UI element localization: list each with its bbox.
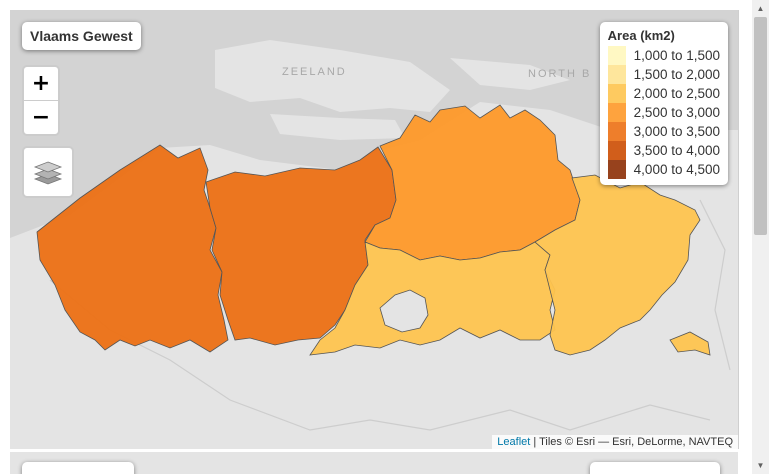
zoom-control: + − <box>22 65 60 136</box>
region-west-vlaanderen[interactable] <box>36 144 229 353</box>
legend-items: 1,000 to 1,500 1,500 to 2,000 2,000 to 2,5… <box>607 46 720 179</box>
legend-item: 3,000 to 3,500 <box>607 122 720 141</box>
legend-swatch <box>607 65 626 84</box>
zoom-out-button[interactable]: − <box>24 100 58 134</box>
legend-label: 3,500 to 4,000 <box>633 143 720 158</box>
next-map-preview <box>10 452 738 474</box>
zeeland-island-south <box>270 114 405 140</box>
legend-title: Area (km2) <box>607 28 675 43</box>
scroll-up-arrow[interactable]: ▲ <box>756 4 765 13</box>
basemap-label-zeeland: ZEELAND <box>282 66 347 78</box>
zeeland-island-north <box>450 58 570 90</box>
layers-icon <box>33 161 63 185</box>
legend-item: 2,000 to 2,500 <box>607 84 720 103</box>
attribution-text: | Tiles © Esri — Esri, DeLorme, NAVTEQ <box>530 436 733 448</box>
legend-label: 3,000 to 3,500 <box>633 124 720 139</box>
basemap-label-north: NORTH B <box>528 68 591 80</box>
legend-swatch <box>607 122 626 141</box>
brussels-enclave <box>379 289 429 333</box>
map-viewport[interactable]: ZEELAND NORTH B Vlaams Gewest + − Area (… <box>10 10 739 449</box>
page-scrollbar[interactable]: ▲ ▼ <box>752 0 769 474</box>
legend-label: 1,000 to 1,500 <box>633 48 720 63</box>
legend-swatch <box>607 103 626 122</box>
zeeland-island <box>215 40 450 112</box>
legend-item: 1,500 to 2,000 <box>607 65 720 84</box>
legend-item: 2,500 to 3,000 <box>607 103 720 122</box>
border-line <box>49 279 711 431</box>
legend-label: 1,500 to 2,000 <box>633 67 720 82</box>
legend-label: 4,000 to 4,500 <box>633 162 720 177</box>
attribution: Leaflet | Tiles © Esri — Esri, DeLorme, … <box>492 435 738 449</box>
legend-item: 4,000 to 4,500 <box>607 160 720 179</box>
region-limburg-voeren[interactable] <box>669 331 711 356</box>
region-limburg[interactable] <box>534 174 701 356</box>
legend-swatch <box>607 84 626 103</box>
zoom-in-button[interactable]: + <box>31 71 51 96</box>
legend-swatch <box>607 160 626 179</box>
basemap: ZEELAND NORTH B <box>10 10 738 431</box>
legend-swatch <box>607 46 626 65</box>
map-legend: Area (km2) 1,000 to 1,500 1,500 to 2,000 2… <box>599 22 728 185</box>
region-vlaams-brabant[interactable] <box>309 241 556 356</box>
legend-item: 1,000 to 1,500 <box>607 46 720 65</box>
legend-item: 3,500 to 4,000 <box>607 141 720 160</box>
legend-swatch <box>607 141 626 160</box>
scroll-thumb[interactable] <box>754 17 767 235</box>
border-line-east <box>699 199 731 371</box>
map-title: Vlaams Gewest <box>22 22 141 50</box>
scroll-down-arrow[interactable]: ▼ <box>756 461 765 470</box>
legend-label: 2,500 to 3,000 <box>633 105 720 120</box>
next-map-legend-box <box>590 462 720 474</box>
next-map-title-box <box>22 462 134 474</box>
legend-label: 2,000 to 2,500 <box>633 86 720 101</box>
leaflet-link[interactable]: Leaflet <box>497 436 531 448</box>
layers-button[interactable] <box>22 146 74 198</box>
